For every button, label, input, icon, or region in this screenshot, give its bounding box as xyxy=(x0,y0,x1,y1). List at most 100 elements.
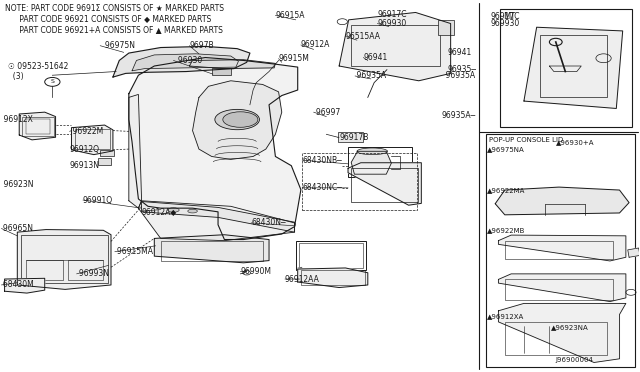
Bar xyxy=(301,270,365,285)
Polygon shape xyxy=(189,60,275,68)
Text: ▲96922MA: ▲96922MA xyxy=(487,187,525,193)
Text: 96912Q: 96912Q xyxy=(70,145,100,154)
Polygon shape xyxy=(19,112,56,140)
Bar xyxy=(75,129,109,149)
Bar xyxy=(68,260,103,280)
Text: 68430M: 68430M xyxy=(1,280,34,289)
Polygon shape xyxy=(499,235,626,261)
Bar xyxy=(99,158,111,164)
Bar xyxy=(20,235,108,283)
Ellipse shape xyxy=(357,148,388,155)
Text: 969930: 969930 xyxy=(378,19,406,28)
Text: 96941: 96941 xyxy=(447,48,472,57)
Polygon shape xyxy=(348,163,421,205)
Bar xyxy=(22,117,54,136)
Text: 96912X: 96912X xyxy=(1,115,33,124)
Polygon shape xyxy=(113,46,250,77)
Text: ▲96922MB: ▲96922MB xyxy=(487,227,525,233)
Text: PART CODE 96921 CONSISTS OF ◆ MARKED PARTS: PART CODE 96921 CONSISTS OF ◆ MARKED PAR… xyxy=(4,14,211,23)
Bar xyxy=(302,153,417,210)
Bar xyxy=(351,168,418,202)
Bar xyxy=(505,322,607,355)
Ellipse shape xyxy=(188,209,197,213)
Text: 96997: 96997 xyxy=(314,108,340,117)
Polygon shape xyxy=(129,58,301,240)
Text: 96993N: 96993N xyxy=(77,269,109,278)
Polygon shape xyxy=(495,187,629,215)
Text: 96965N: 96965N xyxy=(1,224,33,233)
Bar xyxy=(351,25,440,66)
Text: ▲96975NA: ▲96975NA xyxy=(487,146,525,152)
Polygon shape xyxy=(4,278,45,293)
Bar xyxy=(296,241,366,270)
Polygon shape xyxy=(193,81,282,160)
Polygon shape xyxy=(132,54,239,71)
Text: 96912A: 96912A xyxy=(301,41,330,49)
Polygon shape xyxy=(138,201,294,241)
Bar xyxy=(338,132,364,142)
Text: 969930: 969930 xyxy=(491,19,520,28)
Bar xyxy=(26,119,50,134)
Text: 96930: 96930 xyxy=(173,56,203,65)
Ellipse shape xyxy=(215,109,259,130)
Bar xyxy=(212,68,231,75)
Ellipse shape xyxy=(223,112,258,127)
Text: 96915A: 96915A xyxy=(275,11,305,20)
Bar xyxy=(500,9,632,127)
Text: 96941: 96941 xyxy=(364,53,388,62)
Bar xyxy=(100,150,114,157)
Text: ▲96923NA: ▲96923NA xyxy=(550,324,588,330)
Polygon shape xyxy=(154,235,269,263)
Bar xyxy=(161,241,262,260)
Text: 96912AA: 96912AA xyxy=(285,275,320,283)
Bar xyxy=(540,35,607,97)
Text: 96990M: 96990M xyxy=(241,267,271,276)
Bar xyxy=(505,241,613,259)
Text: POP-UP CONSOLE LID: POP-UP CONSOLE LID xyxy=(489,137,563,143)
Bar xyxy=(348,147,412,177)
Polygon shape xyxy=(129,94,141,208)
Text: 96913N: 96913N xyxy=(70,161,100,170)
Text: ☉ 09523-51642
  (3): ☉ 09523-51642 (3) xyxy=(8,62,68,81)
Text: 96917B: 96917B xyxy=(339,133,369,142)
Text: ▲96930+A: ▲96930+A xyxy=(556,140,595,145)
Polygon shape xyxy=(17,230,111,289)
Polygon shape xyxy=(524,27,623,109)
Text: 96935─: 96935─ xyxy=(447,65,476,74)
Text: NOTE: PART CODE 9691Σ CONSISTS OF ★ MARKED PARTS: NOTE: PART CODE 9691Σ CONSISTS OF ★ MARK… xyxy=(4,4,223,13)
Text: 96935A: 96935A xyxy=(355,71,386,80)
Text: ▲96912XA: ▲96912XA xyxy=(487,313,524,319)
Polygon shape xyxy=(628,248,640,257)
Polygon shape xyxy=(499,304,626,362)
Polygon shape xyxy=(141,202,294,232)
Text: 96917C: 96917C xyxy=(378,10,407,19)
Bar xyxy=(26,260,63,280)
Text: 96915MA: 96915MA xyxy=(115,247,153,256)
Text: 96991Q: 96991Q xyxy=(83,196,113,205)
Text: 68430NB─: 68430NB─ xyxy=(302,155,342,165)
Polygon shape xyxy=(351,151,392,174)
Text: MT: MT xyxy=(503,12,515,21)
Text: J96900004: J96900004 xyxy=(556,357,594,363)
Polygon shape xyxy=(298,268,368,288)
Text: 68430NC─: 68430NC─ xyxy=(302,183,342,192)
Text: 96923N: 96923N xyxy=(1,180,34,189)
Polygon shape xyxy=(499,274,626,302)
Text: 68430N─: 68430N─ xyxy=(251,218,286,227)
Bar xyxy=(299,243,363,268)
Bar xyxy=(505,279,613,300)
Text: 96915M: 96915M xyxy=(278,54,310,63)
Text: PART CODE 96921+A CONSISTS OF ▲ MARKED PARTS: PART CODE 96921+A CONSISTS OF ▲ MARKED P… xyxy=(4,25,223,33)
Text: 96935A: 96935A xyxy=(444,71,476,80)
Text: 96975N: 96975N xyxy=(100,41,135,50)
Text: 96515AA: 96515AA xyxy=(346,32,381,41)
Ellipse shape xyxy=(168,208,179,212)
Text: 96917C: 96917C xyxy=(491,12,520,21)
Text: S: S xyxy=(51,79,54,84)
Polygon shape xyxy=(339,13,451,81)
Bar xyxy=(486,134,636,367)
Text: 96912A◆: 96912A◆ xyxy=(141,206,177,216)
Bar xyxy=(438,20,454,35)
Polygon shape xyxy=(72,125,113,155)
Text: 96922M: 96922M xyxy=(70,127,103,136)
